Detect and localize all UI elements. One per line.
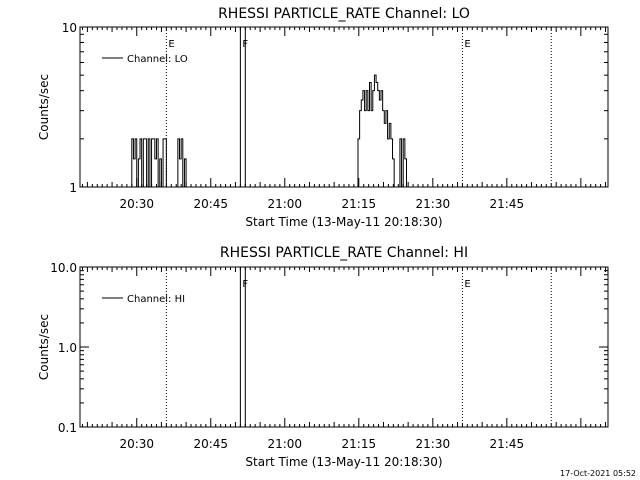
series-line [129,74,411,188]
chart-title: RHESSI PARTICLE_RATE Channel: HI [220,245,468,261]
chart-panel-2: RHESSI PARTICLE_RATE Channel: HI 0.1 1.0 10… [37,245,609,469]
x-tick-label: 21:30 [416,197,451,211]
event-marker-label: E [168,39,174,50]
x-tick-label: 20:30 [119,437,154,451]
plot-frame [79,26,609,188]
y-axis-label: Counts/sec [37,314,51,380]
y-axis-label: Counts/sec [37,74,51,140]
x-tick-label: 21:45 [490,437,525,451]
x-tick-label: 21:15 [342,197,377,211]
x-tick-label: 20:30 [119,197,154,211]
x-tick-label: 20:45 [193,437,228,451]
plot-frame [79,266,609,428]
y-tick-label: 10.0 [50,261,77,275]
x-tick-label: 20:45 [193,197,228,211]
y-tick-label: 1 [69,181,77,195]
x-tick-label: 21:00 [267,197,302,211]
y-tick-label: 10 [62,21,77,35]
x-tick-label: 21:45 [490,197,525,211]
event-marker-label: E [464,39,470,50]
x-tick-label: 21:00 [267,437,302,451]
x-axis-label: Start Time (13-May-11 20:18:30) [245,215,442,229]
y-tick-label: 0.1 [58,421,77,435]
x-axis-label: Start Time (13-May-11 20:18:30) [245,455,442,469]
chart-panel-1: RHESSI PARTICLE_RATE Channel: LO 1 10 20:30… [37,6,609,229]
legend-label: Channel: HI [127,294,185,305]
event-marker-label: E [464,279,470,290]
y-tick-label: 1.0 [58,341,77,355]
x-tick-label: 21:15 [342,437,377,451]
date-stamp: 17-Oct-2021 05:52 [560,469,636,478]
legend-label: Channel: LO [127,54,188,65]
chart-title: RHESSI PARTICLE_RATE Channel: LO [218,6,470,22]
x-tick-label: 21:30 [416,437,451,451]
